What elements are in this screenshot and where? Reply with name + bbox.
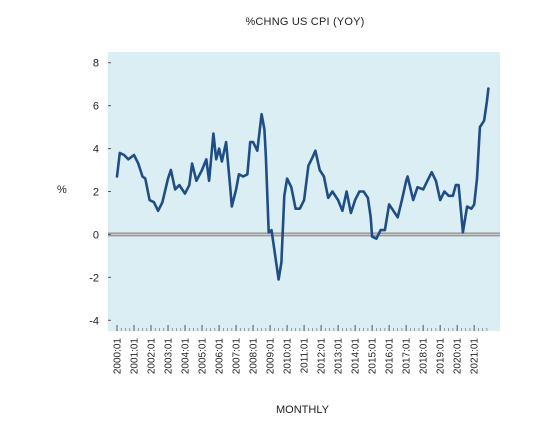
x-tick-label: 2004:01 [181, 338, 192, 375]
x-tick-label: 2001:01 [130, 338, 141, 375]
chart-title: %CHNG US CPI (YOY) [245, 16, 365, 28]
x-tick-label: 2003:01 [164, 338, 175, 375]
y-tick-label: 0 [93, 229, 99, 241]
y-tick-label: 8 [93, 58, 99, 70]
x-tick-label: 2013:01 [334, 338, 345, 375]
x-tick-label: 2007:01 [232, 338, 243, 375]
y-tick-label: 2 [93, 187, 99, 199]
x-tick-label: 2010:01 [283, 338, 294, 375]
x-axis-label: MONTHLY [276, 404, 329, 416]
x-tick-label: 2012:01 [317, 338, 328, 375]
x-tick-label: 2016:01 [385, 338, 396, 375]
cpi-yoy-series-line [115, 87, 490, 281]
x-tick-label: 2021:01 [470, 338, 481, 375]
x-tick-label: 2000:01 [113, 338, 124, 375]
y-tick-label: -4 [89, 315, 99, 327]
y-axis-label: % [57, 184, 67, 196]
x-tick-label: 2020:01 [453, 338, 464, 375]
x-tick-label: 2005:01 [198, 338, 209, 375]
x-tick-label: 2008:01 [249, 338, 260, 375]
y-tick-label: 6 [93, 101, 99, 113]
x-tick-label: 2002:01 [147, 338, 158, 375]
x-tick-label: 2017:01 [402, 338, 413, 375]
x-tick-label: 2006:01 [215, 338, 226, 375]
x-tick-label: 2018:01 [419, 338, 430, 375]
y-tick-label: 4 [93, 144, 99, 156]
x-tick-label: 2015:01 [368, 338, 379, 375]
x-tick-label: 2009:01 [266, 338, 277, 375]
x-tick-label: 2014:01 [351, 338, 362, 375]
x-tick-label: 2019:01 [436, 338, 447, 375]
x-tick-label: 2011:01 [300, 338, 311, 374]
y-tick-label: -2 [89, 272, 99, 284]
